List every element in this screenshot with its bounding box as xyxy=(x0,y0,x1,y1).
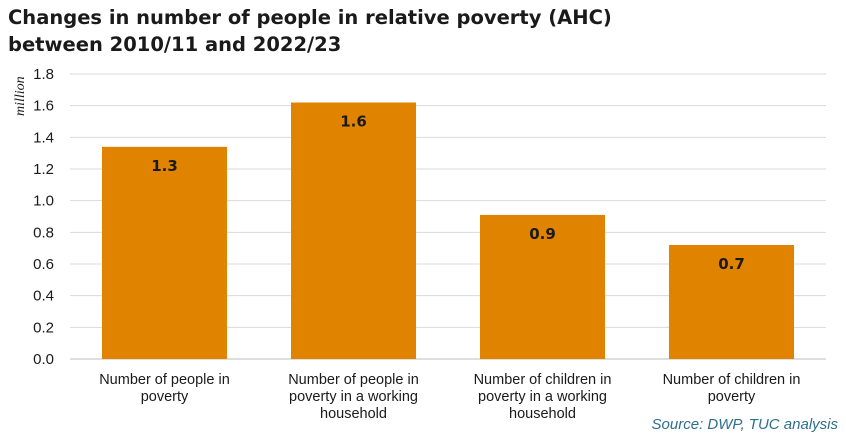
bar xyxy=(669,245,794,359)
x-tick-label-line: household xyxy=(320,406,387,422)
y-tick-label: 0.2 xyxy=(33,319,54,336)
x-tick-label-line: Number of people in xyxy=(288,372,419,388)
x-tick-label: Number of people in poverty in a working h… xyxy=(288,372,419,422)
x-tick-label-line: Number of children in xyxy=(474,372,612,388)
chart-title-line-2: between 2010/11 and 2022/23 xyxy=(8,33,342,56)
y-tick-label: 1.8 xyxy=(33,66,54,83)
y-tick-label: 1.6 xyxy=(33,98,54,115)
x-tick-label: Number of children in poverty in a workin… xyxy=(474,372,612,422)
chart-title: Changes in number of people in relative … xyxy=(8,4,838,58)
x-tick-label-line: Number of children in xyxy=(663,372,801,388)
y-tick-label: 0.4 xyxy=(33,288,54,305)
y-axis-unit-label: million xyxy=(13,76,28,116)
bars xyxy=(102,102,794,359)
bar xyxy=(480,214,605,359)
x-tick-label-line: Number of people in xyxy=(99,372,230,388)
bar xyxy=(102,146,227,359)
y-tick-label: 1.2 xyxy=(33,161,54,178)
bar xyxy=(291,102,416,359)
y-axis-ticks: 0.0 0.2 0.4 0.6 0.8 1.0 1.2 1.4 1.6 1.8 xyxy=(33,66,54,368)
chart-title-line-1: Changes in number of people in relative … xyxy=(8,6,612,29)
bar-value-label: 0.7 xyxy=(718,255,745,273)
x-tick-label-line: poverty xyxy=(708,389,756,405)
y-tick-label: 0.6 xyxy=(33,256,54,273)
x-tick-label-line: poverty in a working xyxy=(478,389,607,405)
bar-value-label: 1.3 xyxy=(151,157,178,175)
data-labels: 1.3 1.6 0.9 0.7 xyxy=(151,113,745,274)
x-tick-label-line: poverty xyxy=(141,389,189,405)
bar-value-label: 0.9 xyxy=(529,225,556,243)
y-tick-label: 1.0 xyxy=(33,193,54,210)
x-tick-label: Number of children in poverty xyxy=(663,372,801,405)
x-tick-label: Number of people in poverty xyxy=(99,372,230,405)
x-tick-label-line: household xyxy=(509,406,576,422)
y-tick-label: 0.0 xyxy=(33,351,54,368)
x-tick-label-line: poverty in a working xyxy=(289,389,418,405)
y-tick-label: 1.4 xyxy=(33,129,54,146)
y-tick-label: 0.8 xyxy=(33,224,54,241)
source-note: Source: DWP, TUC analysis xyxy=(651,416,838,433)
bar-value-label: 1.6 xyxy=(340,113,367,131)
